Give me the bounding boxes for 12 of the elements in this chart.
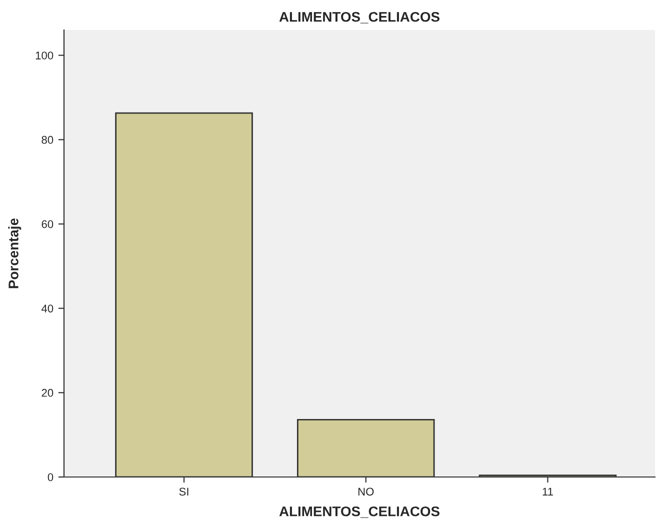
x-tick-label: NO (358, 488, 374, 496)
y-tick-label: 60 (42, 220, 54, 228)
x-tick-label: SI (179, 488, 188, 496)
y-tick-label: 40 (41, 304, 54, 312)
x-tick-label: 11 (542, 488, 553, 496)
y-tick-label: 80 (42, 136, 54, 144)
y-tick-label: 20 (42, 388, 54, 397)
y-tick-label: 100 (36, 52, 54, 60)
x-axis-title: ALIMENTOS_CELIACOS (279, 506, 440, 518)
y-axis-title: Porcentaje (8, 218, 22, 288)
chart-title: ALIMENTOS_CELIACOS (279, 12, 440, 24)
y-tick-label: 0 (48, 473, 54, 482)
